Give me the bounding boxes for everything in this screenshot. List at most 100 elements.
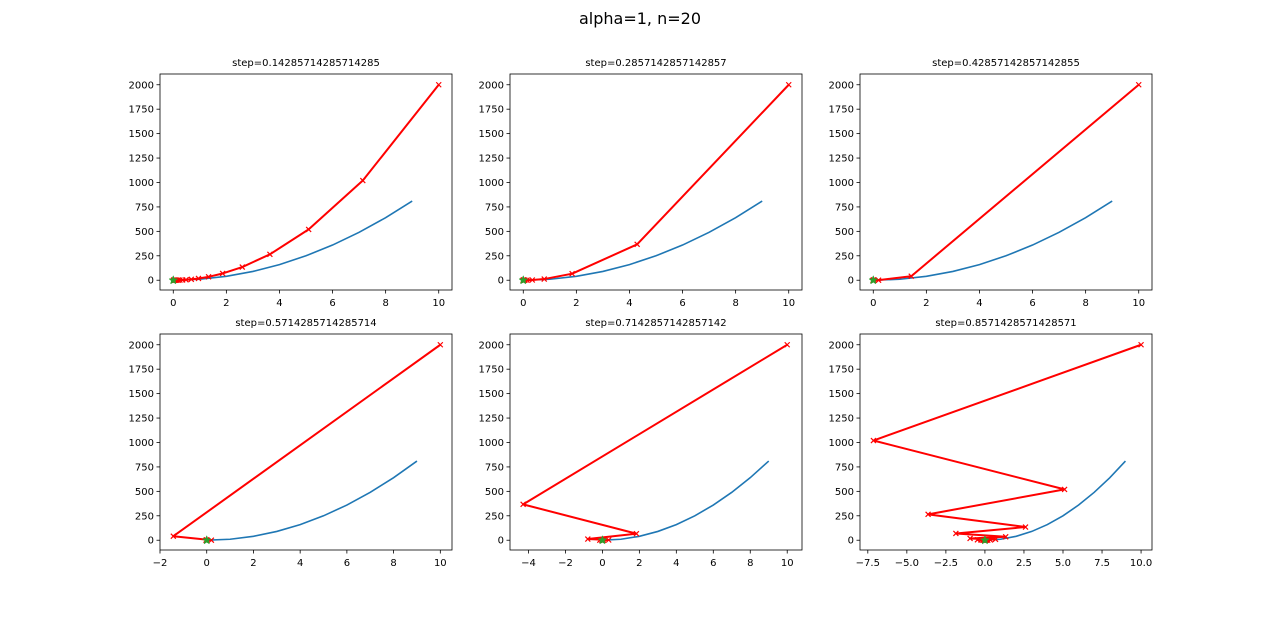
y-tick-label: 500 — [485, 487, 504, 498]
x-tick-label: 2 — [223, 298, 229, 309]
x-tick-label: 10 — [781, 558, 794, 569]
descent-path — [522, 84, 790, 282]
y-tick-label: 1250 — [129, 154, 154, 165]
minimum-star-marker — [597, 535, 608, 545]
x-tick-label: 10.0 — [1130, 558, 1152, 569]
y-tick-label: 1000 — [129, 178, 154, 189]
y-tick-label: 250 — [485, 251, 504, 262]
descent-path — [172, 343, 441, 542]
y-tick-label: 1750 — [479, 105, 504, 116]
y-tick-label: 500 — [835, 227, 854, 238]
y-tick-label: 1500 — [829, 389, 854, 400]
x-tick-label: −5.0 — [895, 558, 919, 569]
y-tick-label: 500 — [485, 227, 504, 238]
subplot-title: step=0.14285714285714285 — [232, 58, 380, 69]
descent-point — [541, 276, 548, 282]
x-tick-label: −2 — [558, 558, 573, 569]
x-tick-label: 2 — [923, 298, 929, 309]
y-tick-label: 750 — [835, 462, 854, 473]
axes-frame — [859, 73, 1153, 291]
minimum-star-marker — [868, 275, 879, 285]
descent-point — [785, 81, 792, 88]
x-tick-label: 0 — [204, 558, 210, 569]
x-tick-label: 8 — [390, 558, 396, 569]
y-tick-label: 0 — [498, 276, 504, 287]
x-tick-label: 2 — [636, 558, 642, 569]
y-tick-label: 500 — [135, 227, 154, 238]
y-tick-label: 250 — [835, 251, 854, 262]
y-tick-label: 1250 — [829, 154, 854, 165]
subplot-4: step=0.5714285714285714 −2 0 2 4 6 8 10 0 250 500 7… — [129, 318, 453, 569]
subplot-title: step=0.5714285714285714 — [235, 318, 376, 329]
subplot-1: step=0.14285714285714285 0 2 4 6 8 10 0 250 500 75… — [129, 58, 453, 309]
x-tick-label: −2.5 — [934, 558, 958, 569]
x-tick-label: 2 — [250, 558, 256, 569]
x-tick-label: 10 — [432, 298, 445, 309]
y-tick-label: 750 — [485, 202, 504, 213]
x-tick-label: −4 — [521, 558, 536, 569]
descent-point — [359, 177, 366, 184]
x-tick-label: 0 — [170, 298, 176, 309]
descent-point — [925, 511, 932, 518]
x-tick-label: 5.0 — [1055, 558, 1071, 569]
x-tick-label: 6 — [679, 298, 685, 309]
descent-point — [188, 276, 195, 283]
y-tick-label: 1250 — [129, 414, 154, 425]
x-tick-label: 10 — [782, 298, 795, 309]
subplot-2: step=0.2857142857142857 0 2 4 6 8 10 0 250 500 750… — [479, 58, 803, 309]
descent-point — [195, 275, 202, 282]
axes-frame — [159, 73, 453, 291]
y-tick-label: 0 — [148, 536, 154, 547]
y-tick-label: 1500 — [479, 129, 504, 140]
x-tick-label: 0 — [870, 298, 876, 309]
descent-point — [170, 533, 177, 540]
x-tick-label: 6 — [710, 558, 716, 569]
x-tick-label: 2 — [573, 298, 579, 309]
x-tick-label: 4 — [297, 558, 303, 569]
descent-point — [952, 530, 959, 537]
descent-point — [219, 270, 226, 277]
y-tick-label: 1250 — [479, 154, 504, 165]
descent-point — [1135, 81, 1142, 88]
descent-point — [305, 226, 312, 233]
figure-title: alpha=1, n=20 — [578, 9, 701, 28]
descent-point — [633, 530, 640, 537]
x-tick-label: 4 — [626, 298, 632, 309]
y-tick-label: 1500 — [129, 389, 154, 400]
axes-frame — [509, 73, 803, 291]
function-curve — [984, 460, 1127, 542]
x-tick-label: 4 — [673, 558, 679, 569]
y-tick-label: 250 — [135, 251, 154, 262]
x-tick-label: 4 — [976, 298, 982, 309]
y-tick-label: 1500 — [129, 129, 154, 140]
y-tick-label: 250 — [835, 511, 854, 522]
function-curve — [206, 460, 418, 542]
x-tick-label: 6 — [1029, 298, 1035, 309]
descent-point — [870, 437, 877, 444]
descent-point — [437, 341, 444, 348]
x-tick-label: 8 — [732, 298, 738, 309]
descent-point — [208, 537, 215, 544]
subplot-title: step=0.7142857142857142 — [585, 318, 726, 329]
x-tick-label: 10 — [434, 558, 447, 569]
y-tick-label: 2000 — [829, 80, 854, 91]
y-tick-label: 1000 — [829, 178, 854, 189]
descent-point — [784, 341, 791, 348]
descent-point — [908, 273, 915, 280]
function-curve — [602, 460, 770, 542]
x-tick-label: 10 — [1132, 298, 1145, 309]
descent-point — [569, 270, 576, 277]
descent-point — [1022, 524, 1029, 530]
function-curve — [523, 200, 763, 282]
descent-point — [605, 537, 612, 543]
descent-point — [435, 81, 442, 88]
x-tick-label: 8 — [747, 558, 753, 569]
x-tick-label: 6 — [329, 298, 335, 309]
descent-point — [1002, 533, 1009, 540]
subplot-3: step=0.42857142857142855 0 2 4 6 8 10 0 250 500 75… — [829, 58, 1153, 309]
x-tick-label: 2.5 — [1016, 558, 1032, 569]
descent-point — [520, 501, 527, 508]
y-tick-label: 750 — [485, 462, 504, 473]
x-tick-label: 4 — [276, 298, 282, 309]
function-curve — [873, 200, 1113, 282]
